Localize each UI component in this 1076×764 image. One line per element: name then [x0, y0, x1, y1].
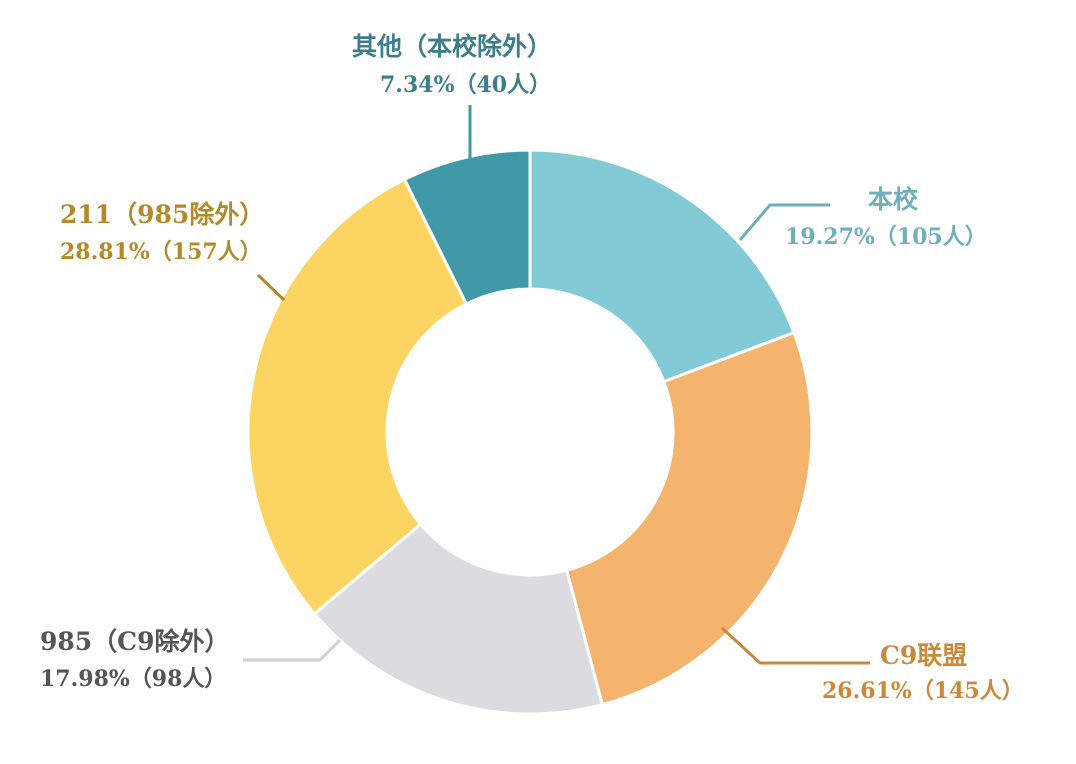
leader-211: [256, 273, 286, 302]
slice-value-c9: 26.61%（145人）: [822, 678, 1024, 704]
leader-lines: [243, 105, 870, 665]
slice-985: [312, 522, 605, 716]
slice-value-211: 28.81%（157人）: [60, 239, 262, 265]
slice-label-other: 其他（本校除外）: [352, 32, 552, 61]
slice-label-985: 985（C9除外）: [40, 627, 229, 656]
donut-slices: [246, 148, 814, 716]
slice-label-benxiao: 本校: [868, 185, 919, 214]
slice-label-211: 211（985除外）: [60, 200, 264, 229]
slice-value-benxiao: 19.27%（105人）: [785, 224, 987, 250]
label-group-c9: C9联盟 26.61%（145人）: [822, 641, 1024, 704]
slice-211: [246, 177, 469, 616]
slice-other: [402, 148, 532, 306]
label-group-benxiao: 本校 19.27%（105人）: [785, 185, 987, 250]
leader-985: [243, 638, 342, 662]
slice-value-other: 7.34%（40人）: [380, 72, 551, 98]
slice-benxiao: [528, 148, 796, 384]
leader-benxiao: [738, 203, 830, 241]
leader-c9: [720, 626, 870, 665]
label-group-other: 其他（本校除外） 7.34%（40人）: [352, 32, 552, 98]
label-group-211: 211（985除外） 28.81%（157人）: [60, 200, 264, 265]
slice-value-985: 17.98%（98人）: [40, 666, 226, 692]
slice-c9: [564, 330, 814, 707]
slice-label-c9: C9联盟: [880, 641, 967, 670]
label-group-985: 985（C9除外） 17.98%（98人）: [40, 627, 229, 692]
